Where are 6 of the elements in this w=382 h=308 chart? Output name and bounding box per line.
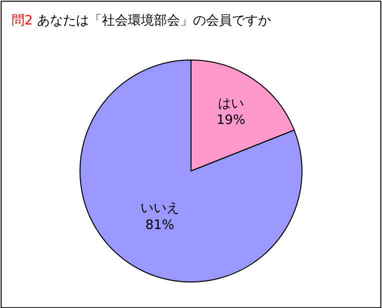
slice-label: はい (218, 96, 244, 112)
data-label: 81% (145, 218, 174, 233)
slice-label: いいえ (140, 200, 180, 216)
pie-slice (80, 60, 302, 282)
chart-title: 問2 あなたは「社会環境部会」の会員ですか (11, 12, 271, 28)
data-label: 19% (216, 113, 246, 128)
